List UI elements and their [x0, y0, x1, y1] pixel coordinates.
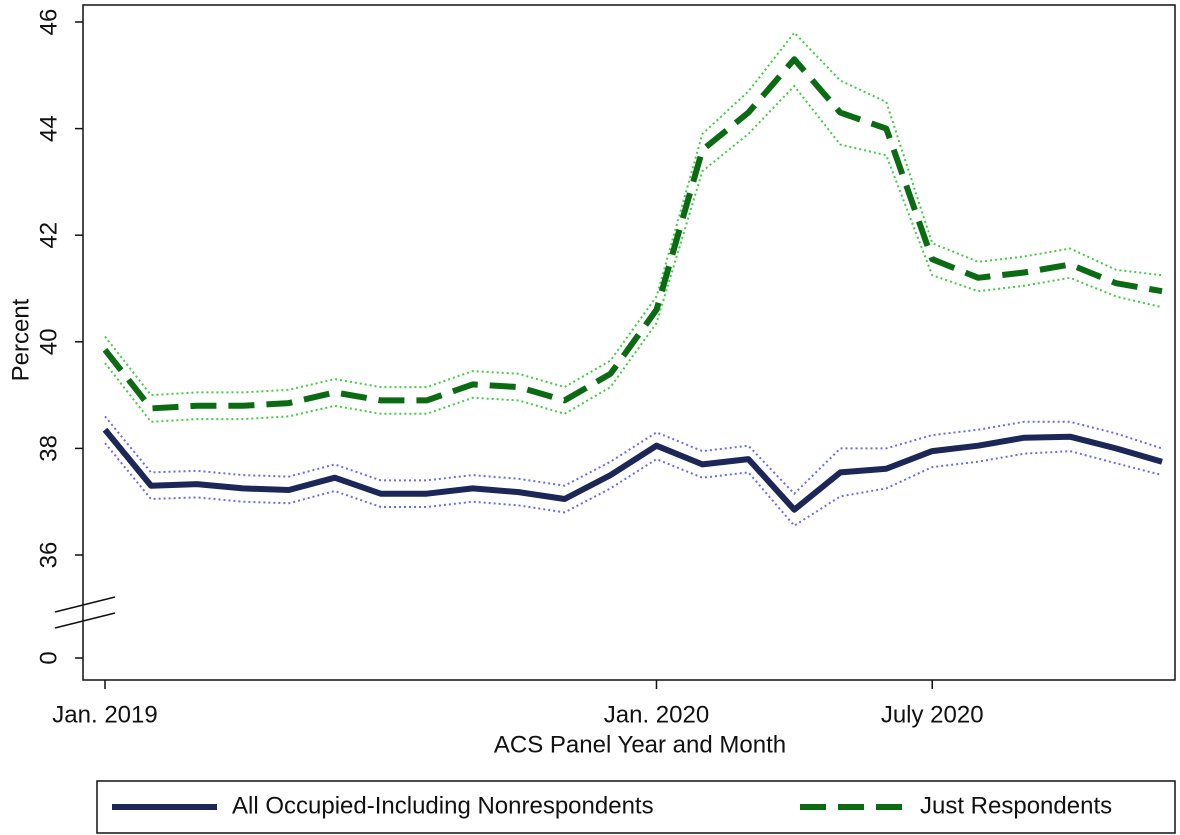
x-tick-label: Jan. 2020	[604, 701, 709, 728]
y-tick-label: 38	[35, 435, 62, 462]
ci-band	[104, 415, 1163, 496]
series-line	[102, 427, 1163, 513]
ci-band	[104, 442, 1163, 528]
legend-label: Just Respondents	[920, 792, 1112, 819]
x-tick-label: Jan. 2019	[52, 701, 157, 728]
axis-break	[54, 596, 116, 613]
x-tick-label: July 2020	[881, 701, 984, 728]
legend-box	[96, 780, 1176, 834]
series-line	[102, 56, 1163, 412]
y-tick-label: 36	[35, 542, 62, 569]
plot-frame	[82, 4, 1176, 681]
y-tick-label: 46	[35, 9, 62, 36]
y-tick-label: 0	[35, 651, 62, 664]
x-axis-title: ACS Panel Year and Month	[494, 731, 786, 758]
axis-break	[54, 612, 116, 629]
legend-label: All Occupied-Including Nonrespondents	[232, 792, 654, 819]
y-axis-title: Percent	[7, 298, 34, 381]
y-tick-label: 42	[35, 222, 62, 249]
ci-band	[104, 84, 1163, 423]
y-tick-label: 44	[35, 115, 62, 142]
ci-band	[104, 31, 1163, 397]
y-tick-label: 40	[35, 328, 62, 355]
